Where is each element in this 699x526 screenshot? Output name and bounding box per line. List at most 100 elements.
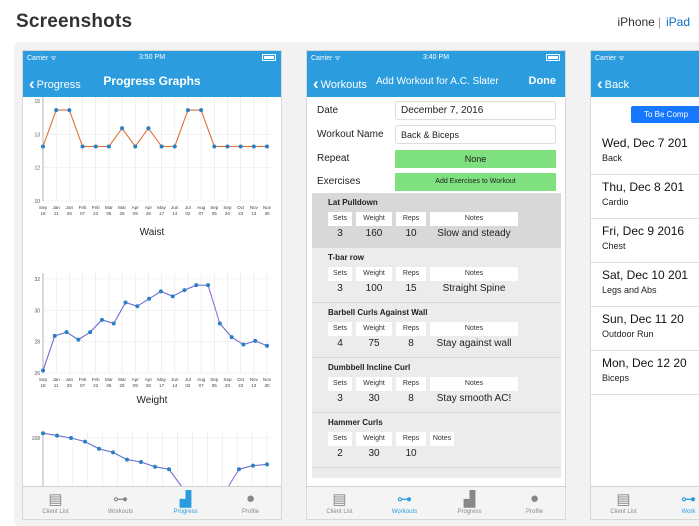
nav-title: Progress Graphs (103, 74, 201, 88)
series-segment (134, 127, 149, 147)
x-tick-month: Aug (197, 205, 206, 210)
exercise-weight-value: 30 (368, 448, 380, 459)
workout-name: Back (602, 153, 623, 163)
exercise-item[interactable]: T-bar row Sets 3 Weight 100 Reps 15 Notes Straig… (312, 248, 561, 303)
add-exercises-button[interactable]: Add Exercises to Workout (395, 173, 556, 191)
tab-profile[interactable]: ● Profile (502, 490, 565, 515)
workout-item[interactable]: Wed, Dec 7 201 Back (591, 131, 699, 175)
workout-name: Biceps (602, 373, 630, 383)
data-point (146, 126, 151, 131)
x-tick-month: Feb (92, 205, 100, 210)
tab-client-list[interactable]: ▤ Client List (591, 490, 656, 515)
exercise-item[interactable]: Lat Pulldown Sets 3 Weight 160 Reps 10 Notes Slo… (312, 193, 561, 248)
workout-item[interactable]: Sat, Dec 10 201 Legs and Abs (591, 263, 699, 307)
x-tick-month: Jan (66, 377, 74, 382)
series-segment (252, 463, 268, 467)
x-tick-day: 23 (238, 383, 244, 387)
person-icon: ● (529, 490, 540, 507)
column-header-weight: Weight (356, 212, 392, 226)
screenshot-progress-graphs[interactable]: Carrier ᯤ 3:50 PM ‹ Progress Progress Gra… (22, 50, 282, 520)
data-point (251, 144, 256, 149)
data-point (99, 317, 104, 322)
workout-item[interactable]: Sun, Dec 11 20 Outdoor Run (591, 307, 699, 351)
data-point (153, 464, 157, 469)
x-tick-month: May (157, 205, 166, 210)
data-point (67, 108, 72, 113)
tab-client-list[interactable]: ▤ Client List (23, 490, 88, 515)
dumbbell-icon: ⊶ (397, 491, 412, 508)
data-point (111, 450, 115, 455)
graphs-scroll-area[interactable]: 15 13 12 10 Sep 18 Jan 11 Jan 26 Feb 07 Feb 22 Mar 06 Ma… (23, 97, 281, 488)
screenshot-workout-list[interactable]: Carrier ᯤ ‹ Back To Be Comp Wed, Dec 7 20… (590, 50, 699, 520)
tab-workouts[interactable]: ⊶ Workouts (88, 490, 153, 515)
x-tick-month: Jul (185, 377, 191, 382)
exercise-sets-value: 3 (337, 283, 343, 294)
chart-icon: ▟ (463, 491, 476, 508)
y-tick-label: 32 (34, 277, 40, 283)
exercise-item[interactable]: Hammer Curls Sets 2 Weight 30 Reps 10 Notes (312, 413, 561, 468)
data-point (170, 294, 175, 299)
x-tick-day: 07 (199, 383, 205, 387)
data-point (238, 144, 243, 149)
tab-work[interactable]: ⊶ Work (656, 490, 699, 515)
x-tick-month: Nov (250, 377, 259, 382)
x-tick-day: 26 (146, 211, 152, 216)
column-header-notes: Notes (430, 322, 518, 336)
x-tick-month: Jun (171, 205, 179, 210)
x-tick-day: 23 (238, 211, 244, 216)
x-tick-day: 20 (225, 383, 231, 387)
screenshot-gallery[interactable]: Carrier ᯤ 3:50 PM ‹ Progress Progress Gra… (14, 42, 699, 526)
column-header-sets: Sets (328, 322, 352, 336)
date-field[interactable]: December 7, 2016 (395, 101, 556, 120)
done-button[interactable]: Done (528, 75, 557, 87)
tab-profile[interactable]: ● Profile (218, 490, 281, 515)
workout-item[interactable]: Mon, Dec 12 20 Biceps (591, 351, 699, 395)
data-point (133, 144, 138, 149)
exercise-item[interactable]: Dumbbell Incline Curl Sets 3 Weight 30 Reps 8 N… (312, 358, 561, 413)
tab-progress[interactable]: ▟ Progress (437, 490, 502, 515)
workout-item[interactable]: Thu, Dec 8 201 Cardio (591, 175, 699, 219)
weight-graph: 32302826Sep18Jan11Jan26Feb07Feb22Mar06Ma… (34, 273, 272, 387)
screenshot-add-workout[interactable]: Carrier ᯤ 3:40 PM ‹ Workouts Add Workout … (306, 50, 566, 520)
data-point (106, 144, 111, 149)
series-segment (231, 336, 244, 346)
tab-workouts[interactable]: ⊶ Workouts (372, 490, 437, 515)
tab-label: Progress (457, 509, 482, 515)
exercise-reps-value: 10 (405, 228, 417, 239)
x-tick-month: Jan (52, 377, 60, 382)
series-segment (121, 127, 136, 147)
column-header-sets: Sets (328, 377, 352, 391)
series-segment (160, 290, 173, 297)
back-button[interactable]: ‹ Back (597, 73, 629, 93)
exercise-name: T-bar row (328, 253, 365, 262)
to-be-completed-button[interactable]: To Be Comp (631, 106, 699, 123)
data-point (265, 462, 269, 467)
workout-date: Mon, Dec 12 20 (602, 356, 687, 370)
ipad-link[interactable]: iPad (665, 15, 690, 29)
column-header-weight: Weight (356, 322, 392, 336)
series-segment (174, 109, 189, 147)
data-point (64, 330, 69, 335)
data-point (199, 108, 204, 113)
exercise-list[interactable]: Lat Pulldown Sets 3 Weight 160 Reps 10 Notes Slo… (312, 193, 561, 478)
tab-progress[interactable]: ▟ Progress (153, 490, 218, 515)
series-segment (101, 319, 114, 325)
back-button[interactable]: ‹ Progress (29, 73, 81, 93)
data-point (217, 321, 222, 326)
tab-label: Client List (610, 509, 637, 515)
back-button[interactable]: ‹ Workouts (313, 73, 367, 93)
workout-date: Thu, Dec 8 201 (602, 180, 685, 194)
exercise-item[interactable]: Barbell Curls Against Wall Sets 4 Weight 75 R… (312, 303, 561, 358)
tab-bar: ▤ Client List ⊶ Workouts ▟ Progress ● Profile (23, 486, 281, 519)
carrier-label: Carrier ᯤ (595, 55, 625, 62)
x-tick-day: 13 (251, 383, 257, 387)
workout-name-field[interactable]: Back & Biceps (395, 125, 556, 144)
repeat-button[interactable]: None (395, 150, 556, 168)
x-tick-month: Apr (145, 377, 153, 382)
tab-client-list[interactable]: ▤ Client List (307, 490, 372, 515)
chevron-left-icon: ‹ (597, 74, 603, 93)
data-point (123, 300, 128, 305)
back-label: Workouts (320, 79, 367, 91)
data-point (159, 144, 164, 149)
workout-item[interactable]: Fri, Dec 9 2016 Chest (591, 219, 699, 263)
